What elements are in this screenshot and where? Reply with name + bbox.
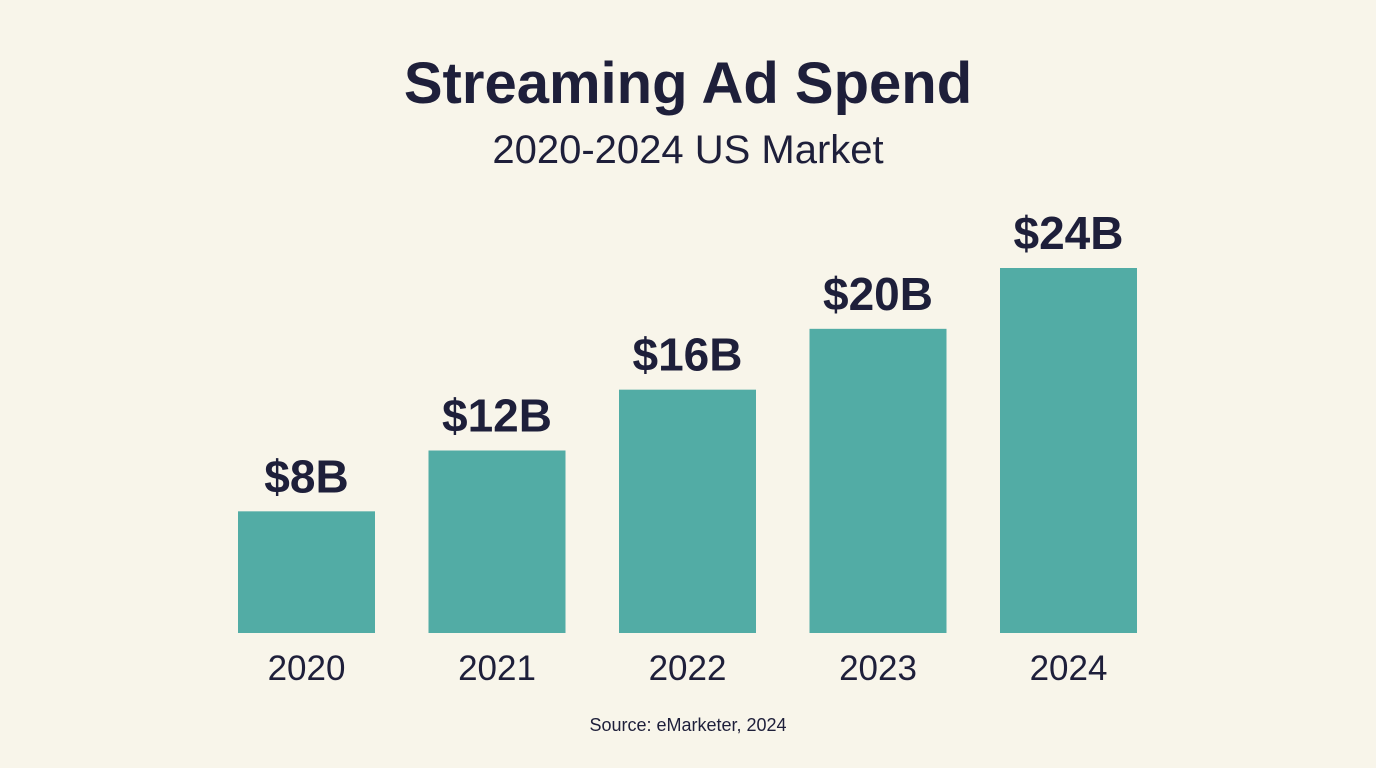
data-label-2022: $16B (633, 329, 743, 381)
source-note: Source: eMarketer, 2024 (589, 715, 786, 735)
data-label-2024: $24B (1014, 207, 1124, 259)
chart-subtitle: 2020-2024 US Market (492, 128, 883, 172)
data-label-2020: $8B (264, 450, 348, 502)
x-tick-label-2024: 2024 (1030, 649, 1108, 688)
bar-2020 (238, 511, 375, 633)
x-tick-label-2022: 2022 (649, 649, 727, 688)
x-tick-label-2023: 2023 (839, 649, 917, 688)
bar-2021 (428, 450, 566, 633)
x-tick-label-2020: 2020 (268, 649, 346, 688)
data-label-2021: $12B (442, 390, 552, 442)
bar-2023 (809, 328, 947, 633)
chart-title: Streaming Ad Spend (404, 51, 972, 116)
x-tick-label-2021: 2021 (458, 649, 536, 688)
data-label-2023: $20B (823, 268, 933, 320)
bar-2024 (1000, 268, 1137, 633)
bar-2022 (619, 389, 756, 633)
